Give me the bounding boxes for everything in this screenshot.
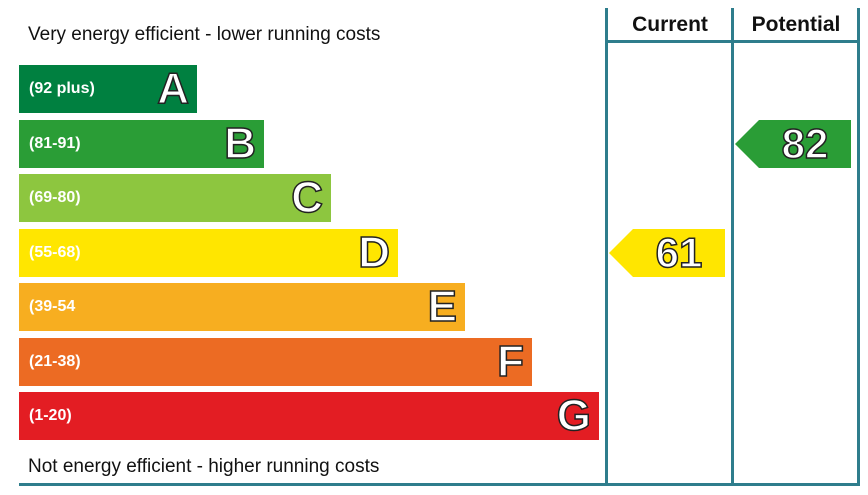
band-letter: C — [290, 172, 323, 223]
current-left-rule — [605, 8, 608, 486]
header-rule — [605, 40, 860, 43]
top-caption: Very energy efficient - lower running co… — [28, 24, 381, 45]
rating-pointer-potential: 82 — [735, 119, 851, 168]
potential-column-header: Potential — [751, 13, 841, 36]
rating-arrow-shape — [609, 228, 725, 277]
rating-pointer-current: 61 — [609, 228, 725, 277]
band-letter: G — [556, 390, 592, 441]
band-range-label: (69-80) — [29, 189, 81, 206]
band-e: (39-54 E — [19, 281, 465, 332]
band-range-label: (21-38) — [29, 352, 81, 370]
band-letter: D — [357, 227, 390, 278]
band-c: (69-80) C — [19, 172, 331, 223]
band-f: (21-38) F — [19, 336, 532, 387]
rating-arrow-shape — [735, 119, 851, 168]
band-letter: B — [223, 118, 256, 169]
band-letter: A — [156, 63, 189, 114]
bottom-rule — [19, 483, 860, 486]
bottom-caption: Not energy efficient - higher running co… — [28, 456, 380, 477]
band-b: (81-91) B — [19, 118, 264, 169]
band-a: (92 plus) A — [19, 63, 197, 114]
band-range-label: (55-68) — [29, 243, 81, 261]
band-range-label: (39-54 — [29, 298, 76, 315]
rating-value: 82 — [781, 119, 829, 168]
band-letter: F — [496, 336, 524, 387]
band-range-label: (92 plus) — [29, 80, 95, 97]
band-range-label: (81-91) — [29, 134, 81, 152]
band-letter: E — [427, 281, 458, 332]
rating-value: 61 — [655, 228, 703, 277]
band-range-label: (1-20) — [29, 407, 72, 424]
potential-right-rule — [857, 8, 860, 486]
potential-left-rule — [731, 8, 734, 486]
band-d: (55-68) D — [19, 227, 398, 278]
band-g: (1-20) G — [19, 390, 599, 441]
current-column-header: Current — [632, 13, 708, 36]
